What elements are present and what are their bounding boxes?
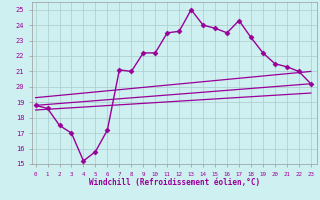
X-axis label: Windchill (Refroidissement éolien,°C): Windchill (Refroidissement éolien,°C)	[89, 178, 260, 187]
